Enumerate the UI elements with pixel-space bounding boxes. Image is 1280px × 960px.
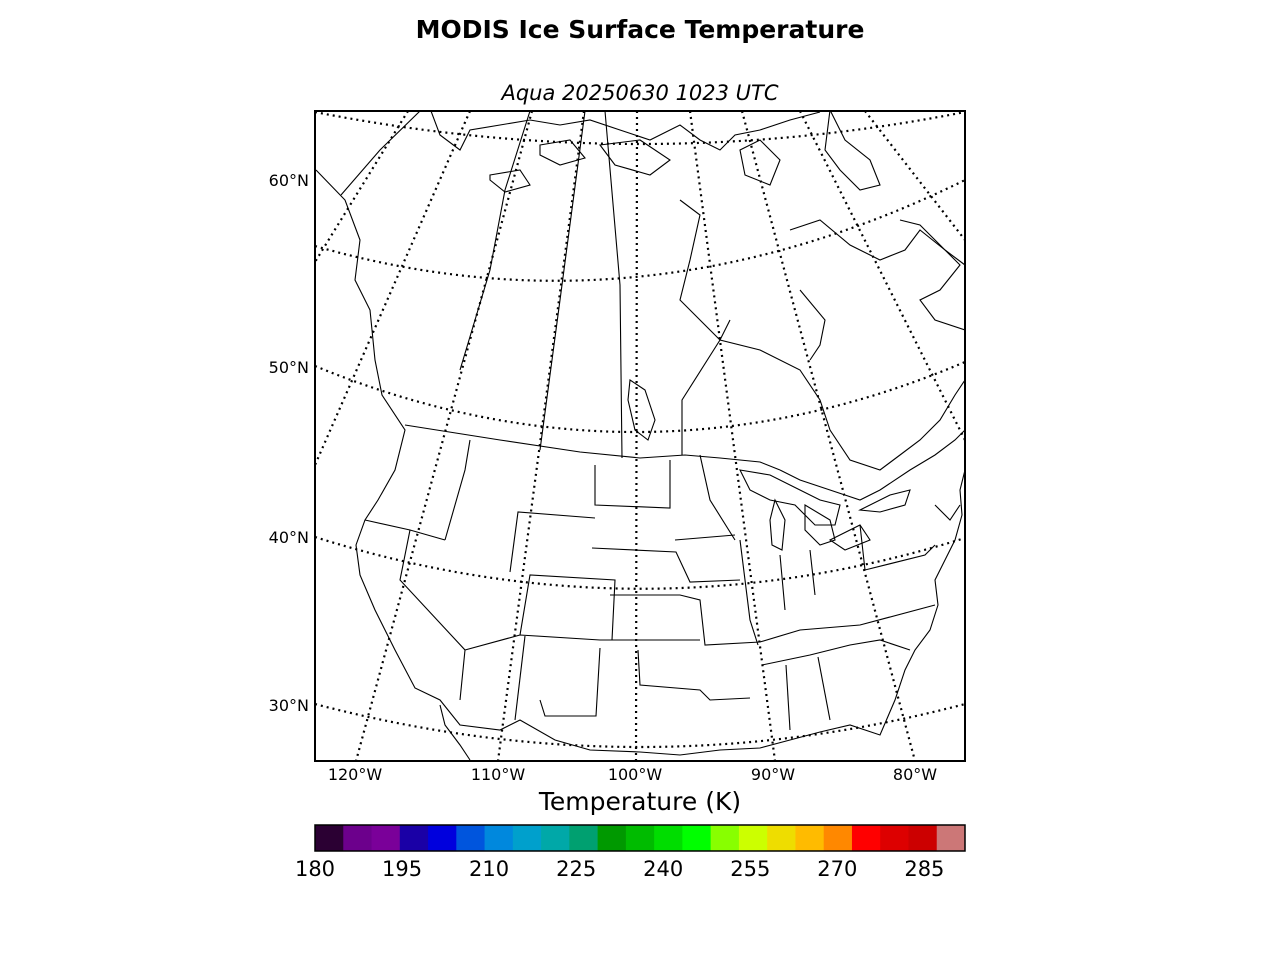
colorbar-swatch <box>682 825 712 851</box>
colorbar-swatch <box>625 825 655 851</box>
colorbar-swatches <box>315 825 966 851</box>
colorbar-label: Temperature (K) <box>538 787 741 816</box>
lat-label-30: 30°N <box>269 696 309 715</box>
colorbar-swatch <box>823 825 853 851</box>
colorbar-swatch <box>371 825 401 851</box>
colorbar-swatch <box>851 825 881 851</box>
lat-label-60: 60°N <box>269 171 309 190</box>
colorbar-swatch <box>399 825 429 851</box>
lon-label-80: 80°W <box>893 765 937 784</box>
colorbar-tick-labels: 180 195 210 225 240 255 270 285 <box>295 857 944 881</box>
lon-label-90: 90°W <box>751 765 795 784</box>
colorbar-swatch <box>908 825 938 851</box>
longitude-labels: 120°W 110°W 100°W 90°W 80°W <box>328 765 937 784</box>
political-borders <box>340 111 965 731</box>
colorbar-tick-label: 180 <box>295 857 335 881</box>
page-title: MODIS Ice Surface Temperature <box>416 15 865 44</box>
colorbar-swatch <box>541 825 570 851</box>
colorbar-swatch <box>315 825 344 851</box>
lat-label-40: 40°N <box>269 528 309 547</box>
longitude-gridlines <box>315 111 965 761</box>
colorbar-tick-label: 285 <box>904 857 944 881</box>
latitude-labels: 60°N 50°N 40°N 30°N <box>269 171 309 715</box>
latitude-gridlines <box>315 111 965 749</box>
colorbar-swatch <box>569 825 599 851</box>
map-panel <box>314 110 966 762</box>
colorbar-tick-label: 225 <box>556 857 596 881</box>
colorbar-tick-label: 255 <box>730 857 770 881</box>
colorbar-swatch <box>456 825 486 851</box>
colorbar-swatch <box>795 825 825 851</box>
colorbar-swatch <box>597 825 627 851</box>
lon-label-120: 120°W <box>328 765 383 784</box>
colorbar-swatch <box>936 825 966 851</box>
lon-label-110: 110°W <box>471 765 526 784</box>
lat-label-50: 50°N <box>269 358 309 377</box>
colorbar-swatch <box>654 825 683 851</box>
colorbar-swatch <box>484 825 514 851</box>
colorbar-swatch <box>738 825 768 851</box>
colorbar-swatch <box>343 825 373 851</box>
colorbar-swatch <box>880 825 909 851</box>
colorbar-frame <box>314 824 966 852</box>
lon-label-100: 100°W <box>608 765 663 784</box>
map-frame <box>314 110 966 762</box>
colorbar-tick-label: 240 <box>643 857 683 881</box>
colorbar-swatch <box>428 825 457 851</box>
colorbar-swatch <box>767 825 796 851</box>
colorbar-swatch <box>512 825 542 851</box>
coastlines <box>315 111 965 761</box>
colorbar-tick-label: 210 <box>469 857 509 881</box>
colorbar-tick-label: 195 <box>382 857 422 881</box>
map-subtitle: Aqua 20250630 1023 UTC <box>499 81 778 105</box>
colorbar-tick-label: 270 <box>817 857 857 881</box>
colorbar-swatch <box>710 825 740 851</box>
